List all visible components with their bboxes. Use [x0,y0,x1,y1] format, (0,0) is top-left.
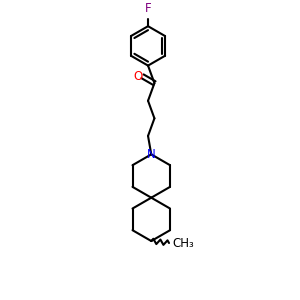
Text: F: F [145,2,151,15]
Text: CH₃: CH₃ [172,236,194,250]
Text: O: O [133,70,142,83]
Text: N: N [147,148,156,161]
